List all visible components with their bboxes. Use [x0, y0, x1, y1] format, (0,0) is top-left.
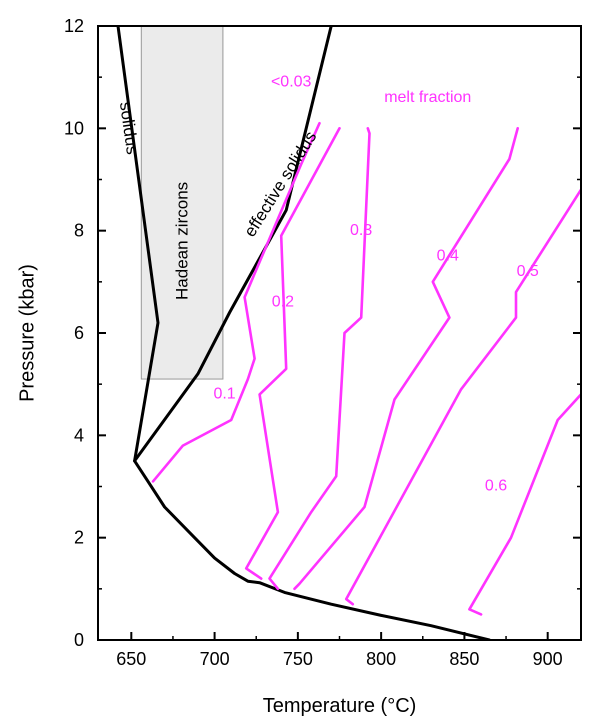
- hadean-zircon-box: [140, 26, 224, 380]
- x-tick-label-1: 700: [200, 649, 230, 669]
- axis-ticks: 650 700 750 800 850 900 0 2 4 6 8 10 12: [64, 16, 581, 669]
- annotation-label-0: solidus: [116, 101, 142, 156]
- x-tick-label-4: 850: [449, 649, 479, 669]
- annotation-label-9: 0.5: [517, 263, 539, 280]
- x-tick-label-2: 750: [283, 649, 313, 669]
- x-tick-label-5: 900: [533, 649, 563, 669]
- x-tick-label-3: 800: [366, 649, 396, 669]
- y-tick-label-6: 12: [64, 16, 84, 36]
- melt-fraction-line-7: [468, 393, 581, 616]
- y-tick-label-0: 0: [74, 630, 84, 650]
- annotation-label-3: <0.03: [271, 74, 312, 91]
- annotation-label-10: 0.6: [485, 478, 507, 495]
- annotation-label-7: 0.3: [350, 222, 372, 239]
- y-tick-label-1: 2: [74, 528, 84, 548]
- annotation-label-1: Hadean zircons: [172, 182, 191, 300]
- melt-fraction-line-6: [344, 188, 581, 606]
- x-tick-label-0: 650: [116, 649, 146, 669]
- black-line-0: [116, 26, 491, 640]
- x-axis-title: Temperature (°C): [263, 695, 417, 717]
- y-axis-title: Pressure (kbar): [16, 264, 38, 402]
- annotation-label-5: 0.1: [213, 386, 235, 403]
- melt-fraction-line-3: [244, 127, 341, 580]
- annotation-label-6: 0.2: [272, 294, 294, 311]
- y-tick-label-2: 4: [74, 425, 84, 445]
- y-tick-label-5: 10: [64, 118, 84, 138]
- melt-fraction-line-2: [151, 121, 321, 483]
- melt-fraction-line-5: [293, 127, 519, 591]
- melt-fraction-line-4: [268, 127, 371, 591]
- y-tick-label-3: 6: [74, 323, 84, 343]
- annotation-label-4: melt fraction: [384, 89, 471, 106]
- black-line-1: [133, 26, 333, 463]
- y-tick-label-4: 8: [74, 221, 84, 241]
- annotation-label-8: 0.4: [437, 247, 459, 264]
